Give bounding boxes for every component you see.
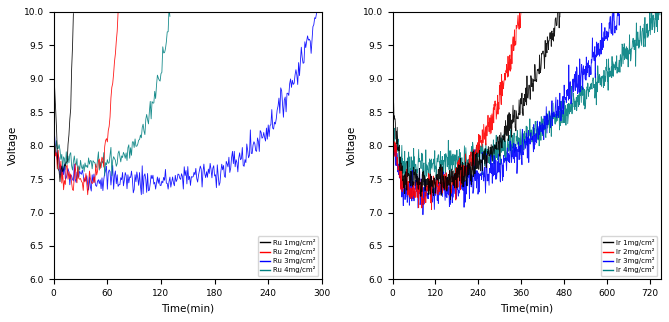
Y-axis label: Voltage: Voltage bbox=[8, 126, 18, 165]
X-axis label: Time(min): Time(min) bbox=[500, 304, 553, 314]
Y-axis label: Voltage: Voltage bbox=[347, 126, 357, 165]
X-axis label: Time(min): Time(min) bbox=[161, 304, 214, 314]
Legend: Ru 1mg/cm², Ru 2mg/cm², Ru 3mg/cm², Ru 4mg/cm²: Ru 1mg/cm², Ru 2mg/cm², Ru 3mg/cm², Ru 4… bbox=[258, 236, 318, 276]
Legend: Ir 1mg/cm², Ir 2mg/cm², Ir 3mg/cm², Ir 4mg/cm²: Ir 1mg/cm², Ir 2mg/cm², Ir 3mg/cm², Ir 4… bbox=[601, 236, 657, 276]
